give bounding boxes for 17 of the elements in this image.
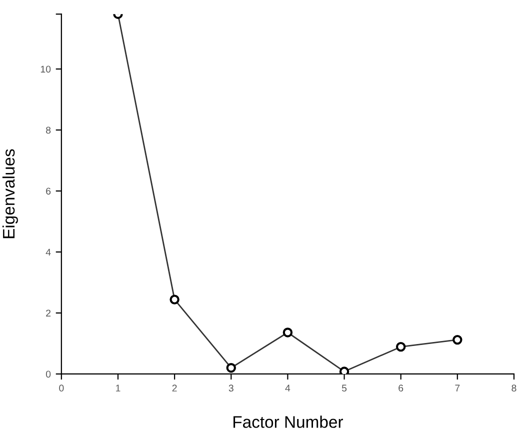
x-tick-label: 2 <box>172 384 177 392</box>
x-tick-label: 0 <box>59 384 64 392</box>
y-tick-label: 2 <box>46 310 51 316</box>
y-tick-label: 4 <box>46 248 51 256</box>
x-axis-title: Factor Number <box>234 416 343 428</box>
x-tick-label: 7 <box>455 384 460 392</box>
y-tick-label: 0 <box>46 370 51 378</box>
x-tick-label: 5 <box>342 384 347 392</box>
x-tick-label: 1 <box>116 384 120 392</box>
y-tick-label: 10 <box>40 66 51 73</box>
x-tick-label: 6 <box>398 384 404 392</box>
x-tick-label: 3 <box>228 384 234 392</box>
y-tick-label: 6 <box>46 188 51 195</box>
y-tick-label: 8 <box>46 126 51 134</box>
x-tick-label: 4 <box>285 384 290 392</box>
x-tick-label: 8 <box>512 384 516 392</box>
y-axis-title: Eigenvalues <box>2 149 18 238</box>
